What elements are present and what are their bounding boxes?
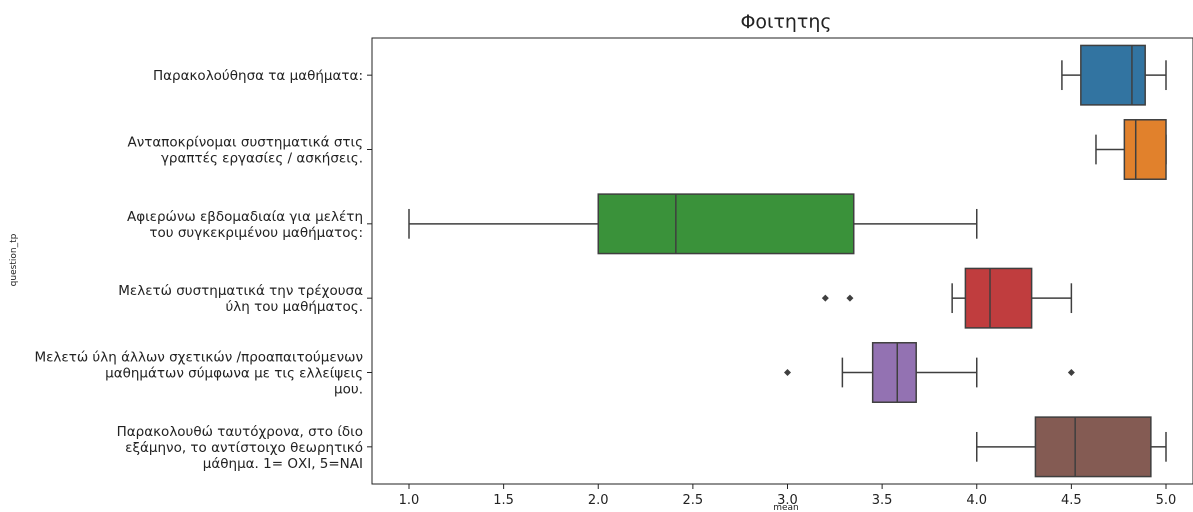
x-tick-label: 1.5 [493,493,514,508]
x-tick-label: 3.5 [872,493,893,508]
y-category-label: Ανταποκρίνομαι συστηματικά στις γραπτές ε… [127,135,363,167]
x-tick-label: 1.0 [399,493,420,508]
box [597,193,855,255]
outlier-point [784,369,791,376]
y-axis-label: question_tp [9,233,19,286]
y-category-label: Παρακολουθώ ταυτόχρονα, στο ίδιο εξάμηνο,… [117,424,363,472]
box [964,267,1033,329]
x-axis-label: mean [773,503,799,512]
y-category-label: Αφιερώνω εβδομαδιαία για μελέτη του συγκε… [127,209,363,241]
x-tick-label: 4.0 [966,493,987,508]
box [1034,416,1152,478]
chart-marks: 1.0 1.5 2.0 2.5 3.0 3.5 4.0 4.5 5.0 Παρακολούθησα… [34,44,1177,508]
outlier-point [846,294,854,302]
x-tick-label: 5.0 [1156,493,1177,508]
box [1123,119,1167,180]
x-tick-label: 4.5 [1061,493,1082,508]
y-category-label: Παρακολούθησα τα μαθήματα: [153,68,363,84]
x-tick-label: 2.0 [588,493,609,508]
outlier-point [821,294,829,302]
chart-title: Φοιτητης [740,11,831,33]
y-category-label: Μελετώ συστηματικά την τρέχουσα ύλη του μ… [118,283,363,315]
x-tick-label: 3.0 [777,493,798,508]
outlier-point [1067,369,1075,376]
box [1080,44,1146,106]
x-tick-label: 2.5 [683,493,704,508]
y-category-label: Μελετώ ύλη άλλων σχετικών /προαπαιτούμεν… [34,350,363,398]
box [871,342,917,403]
plot-frame [371,37,1193,485]
